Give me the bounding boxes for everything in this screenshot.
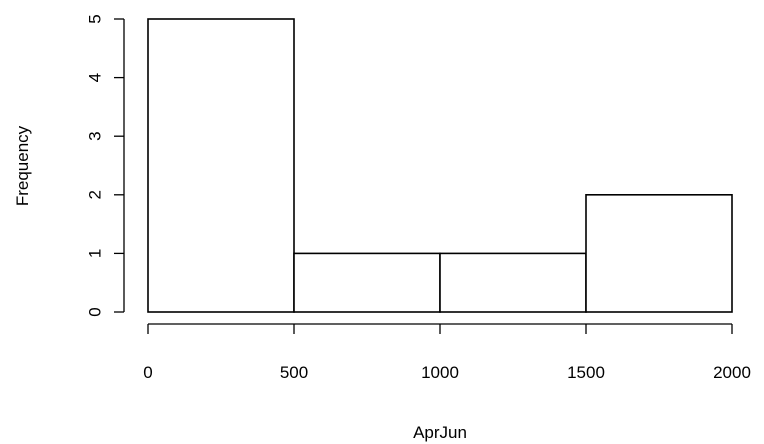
histogram-bar-3: [585, 194, 733, 313]
y-tick-label-4: 4: [86, 73, 105, 82]
x-axis-title: AprJun: [413, 423, 467, 442]
x-tick-label-1000: 1000: [421, 363, 459, 382]
x-tick-label-2000: 2000: [713, 363, 751, 382]
y-tick-label-5: 5: [86, 14, 105, 23]
histogram-bars: [147, 18, 733, 313]
y-axis: 0 1 2 3 4 5: [86, 14, 125, 317]
histogram-bar-1: [293, 252, 441, 313]
x-axis: 0 500 1000 1500 2000: [143, 323, 751, 382]
x-tick-label-0: 0: [143, 363, 152, 382]
y-tick-label-2: 2: [86, 190, 105, 199]
y-axis-title: Frequency: [13, 125, 32, 206]
histogram-bar-0: [147, 18, 295, 313]
histogram-bar-2: [439, 252, 587, 313]
x-tick-label-500: 500: [280, 363, 308, 382]
y-tick-label-1: 1: [86, 249, 105, 258]
y-tick-label-0: 0: [86, 307, 105, 316]
y-tick-label-3: 3: [86, 131, 105, 140]
x-tick-label-1500: 1500: [567, 363, 605, 382]
